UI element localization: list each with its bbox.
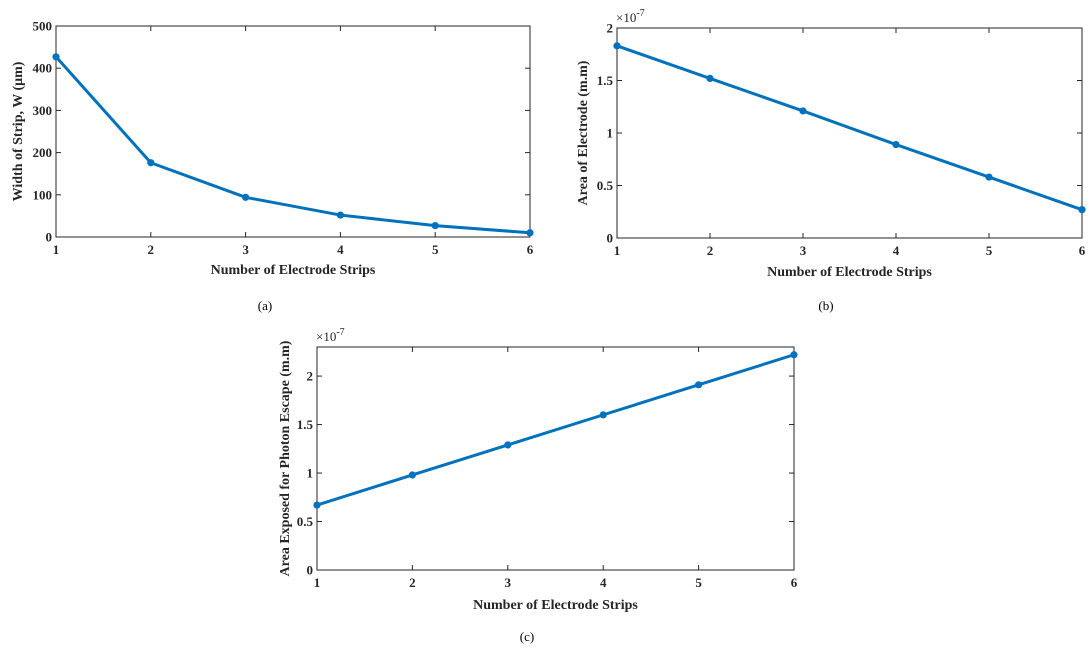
y-axis-label: Width of Strip, W (μm) — [11, 61, 26, 201]
data-point — [613, 42, 621, 50]
panel-caption: (c) — [520, 629, 534, 644]
x-tick-label: 3 — [800, 243, 807, 258]
y-tick-label: 0 — [607, 231, 614, 246]
x-axis-label: Number of Electrode Strips — [767, 265, 932, 280]
y-tick-label: 1.5 — [597, 73, 614, 88]
y-tick-label: 0.5 — [597, 178, 614, 193]
data-point — [599, 411, 607, 419]
x-tick-label: 6 — [1079, 243, 1086, 258]
x-tick-label: 6 — [791, 575, 798, 590]
data-point — [892, 140, 900, 149]
y-axis-label: Area Exposed for Photon Escape (m.m) — [278, 340, 293, 576]
y-tick-label: 0.5 — [297, 514, 314, 529]
x-tick-label: 3 — [242, 242, 249, 257]
y-tick-label: 1 — [307, 466, 314, 481]
x-axis-label: Number of Electrode Strips — [211, 263, 376, 278]
series-line — [54, 55, 532, 235]
x-tick-label: 5 — [986, 243, 993, 258]
data-point — [985, 173, 993, 181]
data-point — [504, 441, 512, 449]
y-tick-label: 1.5 — [297, 417, 314, 432]
x-tick-label: 4 — [893, 243, 900, 258]
x-tick-label: 1 — [314, 575, 321, 590]
data-point — [431, 222, 439, 230]
series-line — [315, 353, 796, 507]
y-tick-label: 1 — [607, 126, 614, 141]
x-tick-label: 5 — [432, 242, 439, 257]
data-point — [706, 74, 714, 82]
panel-caption: (a) — [258, 298, 272, 313]
data-point — [526, 229, 534, 237]
x-tick-label: 4 — [337, 242, 344, 257]
chart-panel-a: 1 2 3 4 5 6 0 100 200 300 400 500 Number of Electrod… — [11, 19, 534, 314]
x-axis-label: Number of Electrode Strips — [473, 598, 638, 613]
data-point — [799, 107, 807, 115]
y-tick-label: 200 — [33, 145, 53, 160]
x-tick-label: 3 — [505, 575, 512, 590]
data-point — [408, 471, 416, 479]
y-axis-label: Area of Electrode (m.m) — [576, 60, 591, 205]
data-point — [790, 351, 798, 359]
y-tick-label: 0 — [307, 563, 314, 578]
data-point — [147, 159, 155, 167]
data-point — [695, 381, 703, 389]
x-tick-label: 5 — [695, 575, 702, 590]
y-tick-label: 500 — [33, 19, 53, 34]
y-tick-label: 2 — [307, 369, 314, 384]
plot-area-b — [616, 27, 1083, 239]
y-tick-label: 0 — [46, 230, 53, 245]
data-point — [1078, 206, 1086, 214]
chart-panel-c: 1 2 3 4 5 6 0 0.5 1 1.5 2 ×10-7 Number of Electrode … — [278, 327, 798, 644]
x-tick-label: 1 — [614, 243, 621, 258]
data-point — [242, 193, 250, 201]
panel-caption: (b) — [818, 298, 833, 313]
y-tick-label: 300 — [33, 103, 53, 118]
plot-area-a — [55, 25, 531, 238]
y-tick-label: 2 — [607, 21, 614, 36]
data-point — [52, 53, 60, 61]
data-point — [336, 211, 344, 219]
x-tick-label: 2 — [148, 242, 155, 257]
x-tick-label: 2 — [409, 575, 416, 590]
y-exponent-label: ×10-7 — [316, 327, 345, 344]
plot-area-c — [316, 346, 795, 571]
x-tick-label: 6 — [527, 242, 534, 257]
x-tick-label: 4 — [600, 575, 607, 590]
data-point — [313, 501, 321, 509]
y-tick-label: 400 — [33, 61, 53, 76]
y-tick-label: 100 — [33, 187, 53, 202]
x-tick-label: 2 — [707, 243, 714, 258]
y-exponent-label: ×10-7 — [616, 8, 645, 25]
series-line — [615, 44, 1084, 212]
x-tick-label: 1 — [53, 242, 60, 257]
